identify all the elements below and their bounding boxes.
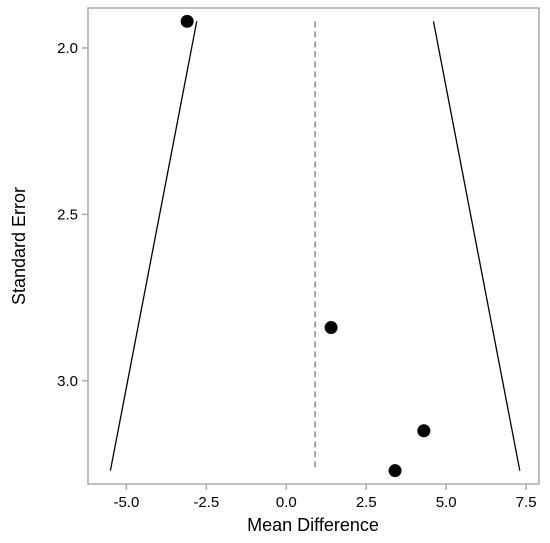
y-tick-label: 2.5: [57, 206, 78, 223]
x-tick-label: 2.5: [356, 494, 377, 511]
data-points: [180, 14, 431, 478]
x-axis: -5.0 -2.5 0.0 2.5 5.0 7.5: [113, 484, 537, 511]
funnel-line-right: [432, 21, 521, 471]
funnel-line-left: [109, 21, 198, 471]
x-tick-label: -2.5: [193, 494, 219, 511]
plot-frame: [87, 7, 540, 485]
y-tick-label: 3.0: [57, 373, 78, 390]
x-tick-label: -5.0: [113, 494, 139, 511]
data-point: [324, 321, 338, 335]
y-axis-title: Standard Error: [9, 187, 29, 305]
data-point: [417, 424, 431, 438]
x-axis-title: Mean Difference: [247, 515, 379, 535]
x-tick-label: 0.0: [276, 494, 297, 511]
data-point: [180, 14, 194, 28]
data-point: [388, 464, 402, 478]
funnel-lines: [109, 21, 521, 471]
x-tick-label: 7.5: [516, 494, 537, 511]
x-tick-label: 5.0: [436, 494, 457, 511]
y-axis: 2.0 2.5 3.0: [57, 40, 88, 390]
y-tick-label: 2.0: [57, 40, 78, 57]
